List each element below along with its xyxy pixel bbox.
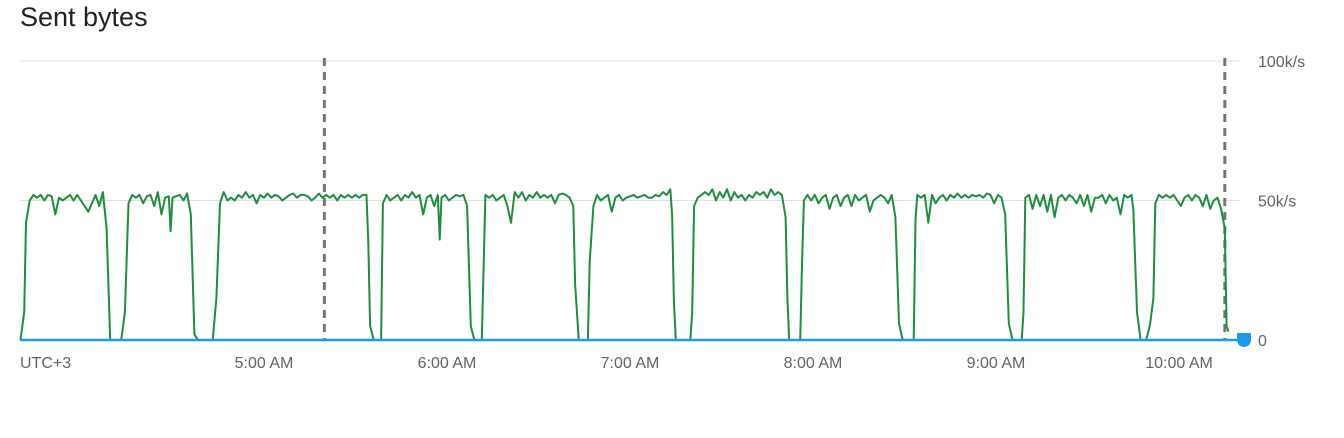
x-tick-label-0: 5:00 AM	[235, 355, 294, 372]
y-axis-ticks: 0 50k/s 100k/s	[1258, 54, 1305, 350]
grid-lines	[20, 60, 1240, 201]
y-tick-label-2: 100k/s	[1258, 54, 1305, 71]
x-tick-label-5: 10:00 AM	[1145, 355, 1213, 372]
series-line-0	[19, 188, 1230, 341]
y-tick-label-1: 50k/s	[1258, 194, 1296, 211]
x-tick-label-4: 9:00 AM	[967, 355, 1026, 372]
x-axis-ticks: 5:00 AM 6:00 AM 7:00 AM 8:00 AM 9:00 AM 10:00…	[235, 355, 1213, 372]
x-tick-label-1: 6:00 AM	[418, 355, 477, 372]
range-handle[interactable]	[1237, 333, 1251, 347]
chart-title: Sent bytes	[20, 2, 148, 32]
time-markers	[322, 58, 1227, 340]
timezone-label: UTC+3	[20, 355, 71, 372]
series-layer	[19, 188, 1240, 342]
range-handle-knob[interactable]	[1237, 333, 1251, 347]
x-tick-label-3: 8:00 AM	[784, 355, 843, 372]
x-tick-label-2: 7:00 AM	[601, 355, 660, 372]
y-tick-label-0: 0	[1258, 333, 1267, 350]
